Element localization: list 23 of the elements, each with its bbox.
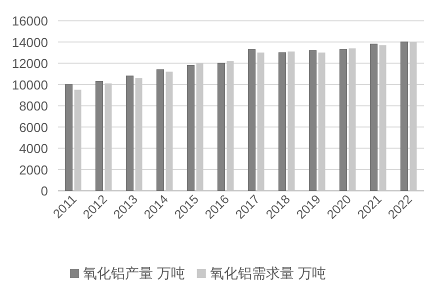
bar — [186, 65, 195, 191]
y-tick-label: 0 — [40, 184, 48, 199]
bar — [156, 69, 164, 191]
y-tick-label: 6000 — [19, 120, 48, 135]
bar — [95, 80, 104, 191]
bar — [400, 42, 408, 191]
bar — [308, 50, 317, 191]
y-tick-label: 14000 — [12, 34, 48, 50]
y-tick-label: 2000 — [19, 162, 48, 178]
legend-label: 氧化铝产量 万吨 — [83, 265, 185, 281]
y-tick-label: 12000 — [12, 56, 48, 72]
bar — [126, 76, 134, 191]
legend-label: 氧化铝需求量 万吨 — [210, 265, 326, 281]
y-tick-label: 4000 — [19, 141, 48, 156]
bar — [370, 44, 378, 191]
y-tick-label: 8000 — [19, 98, 48, 114]
y-tick-label: 16000 — [12, 14, 48, 29]
bar — [217, 62, 226, 191]
bar — [278, 52, 286, 191]
bar — [248, 49, 256, 191]
bar — [339, 49, 348, 191]
bar — [64, 84, 73, 191]
y-tick-label: 10000 — [12, 77, 48, 92]
